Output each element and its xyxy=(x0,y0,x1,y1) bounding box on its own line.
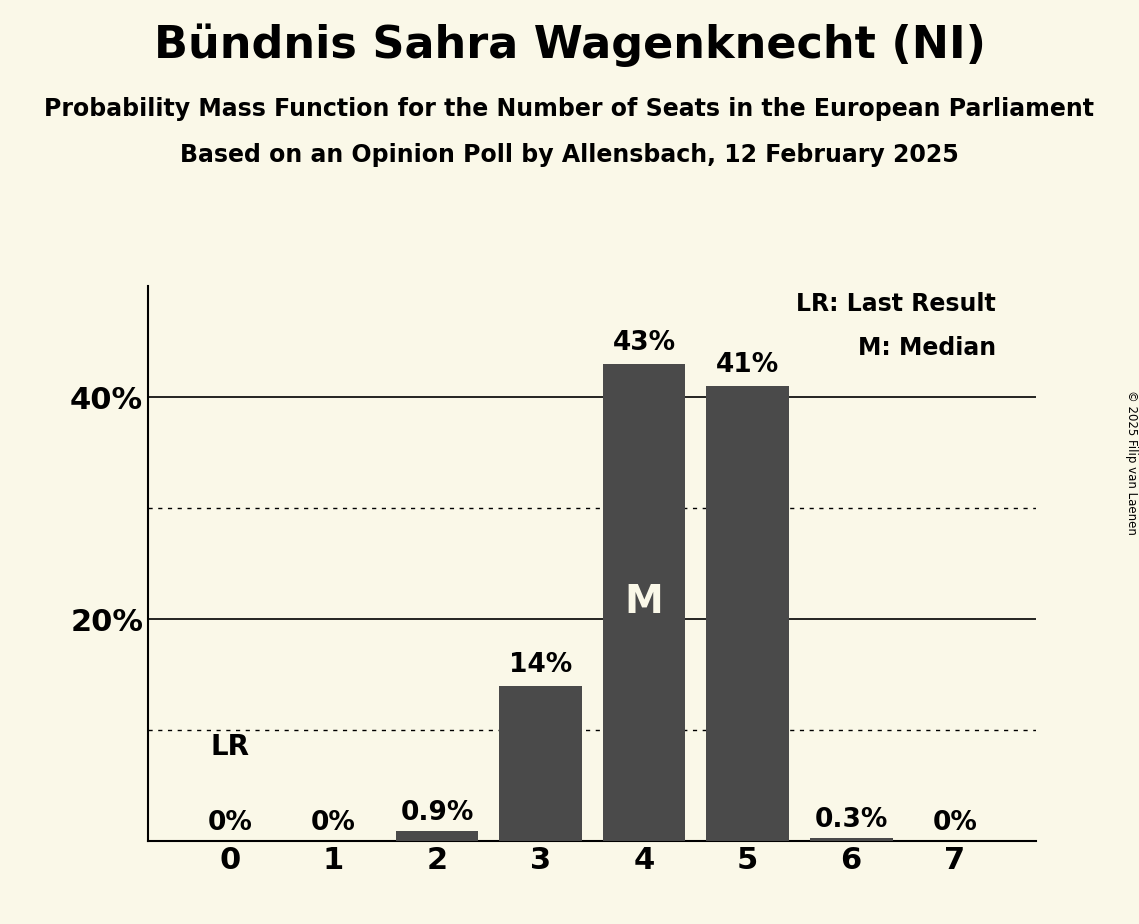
Text: © 2025 Filip van Laenen: © 2025 Filip van Laenen xyxy=(1124,390,1138,534)
Text: M: M xyxy=(624,583,663,622)
Text: 0%: 0% xyxy=(311,810,355,836)
Bar xyxy=(603,364,686,841)
Bar xyxy=(810,837,893,841)
Text: LR: LR xyxy=(211,733,249,760)
Text: 41%: 41% xyxy=(716,352,779,379)
Text: M: Median: M: Median xyxy=(858,336,997,360)
Text: Based on an Opinion Poll by Allensbach, 12 February 2025: Based on an Opinion Poll by Allensbach, … xyxy=(180,143,959,167)
Text: 43%: 43% xyxy=(613,330,675,357)
Text: 0.9%: 0.9% xyxy=(400,800,474,826)
Text: LR: Last Result: LR: Last Result xyxy=(796,292,997,316)
Text: 0%: 0% xyxy=(207,810,253,836)
Bar xyxy=(395,831,478,841)
Text: 0%: 0% xyxy=(932,810,977,836)
Text: 0.3%: 0.3% xyxy=(814,807,887,833)
Text: 14%: 14% xyxy=(509,651,572,678)
Bar xyxy=(706,386,789,841)
Text: Bündnis Sahra Wagenknecht (NI): Bündnis Sahra Wagenknecht (NI) xyxy=(154,23,985,67)
Bar xyxy=(499,686,582,841)
Text: Probability Mass Function for the Number of Seats in the European Parliament: Probability Mass Function for the Number… xyxy=(44,97,1095,121)
